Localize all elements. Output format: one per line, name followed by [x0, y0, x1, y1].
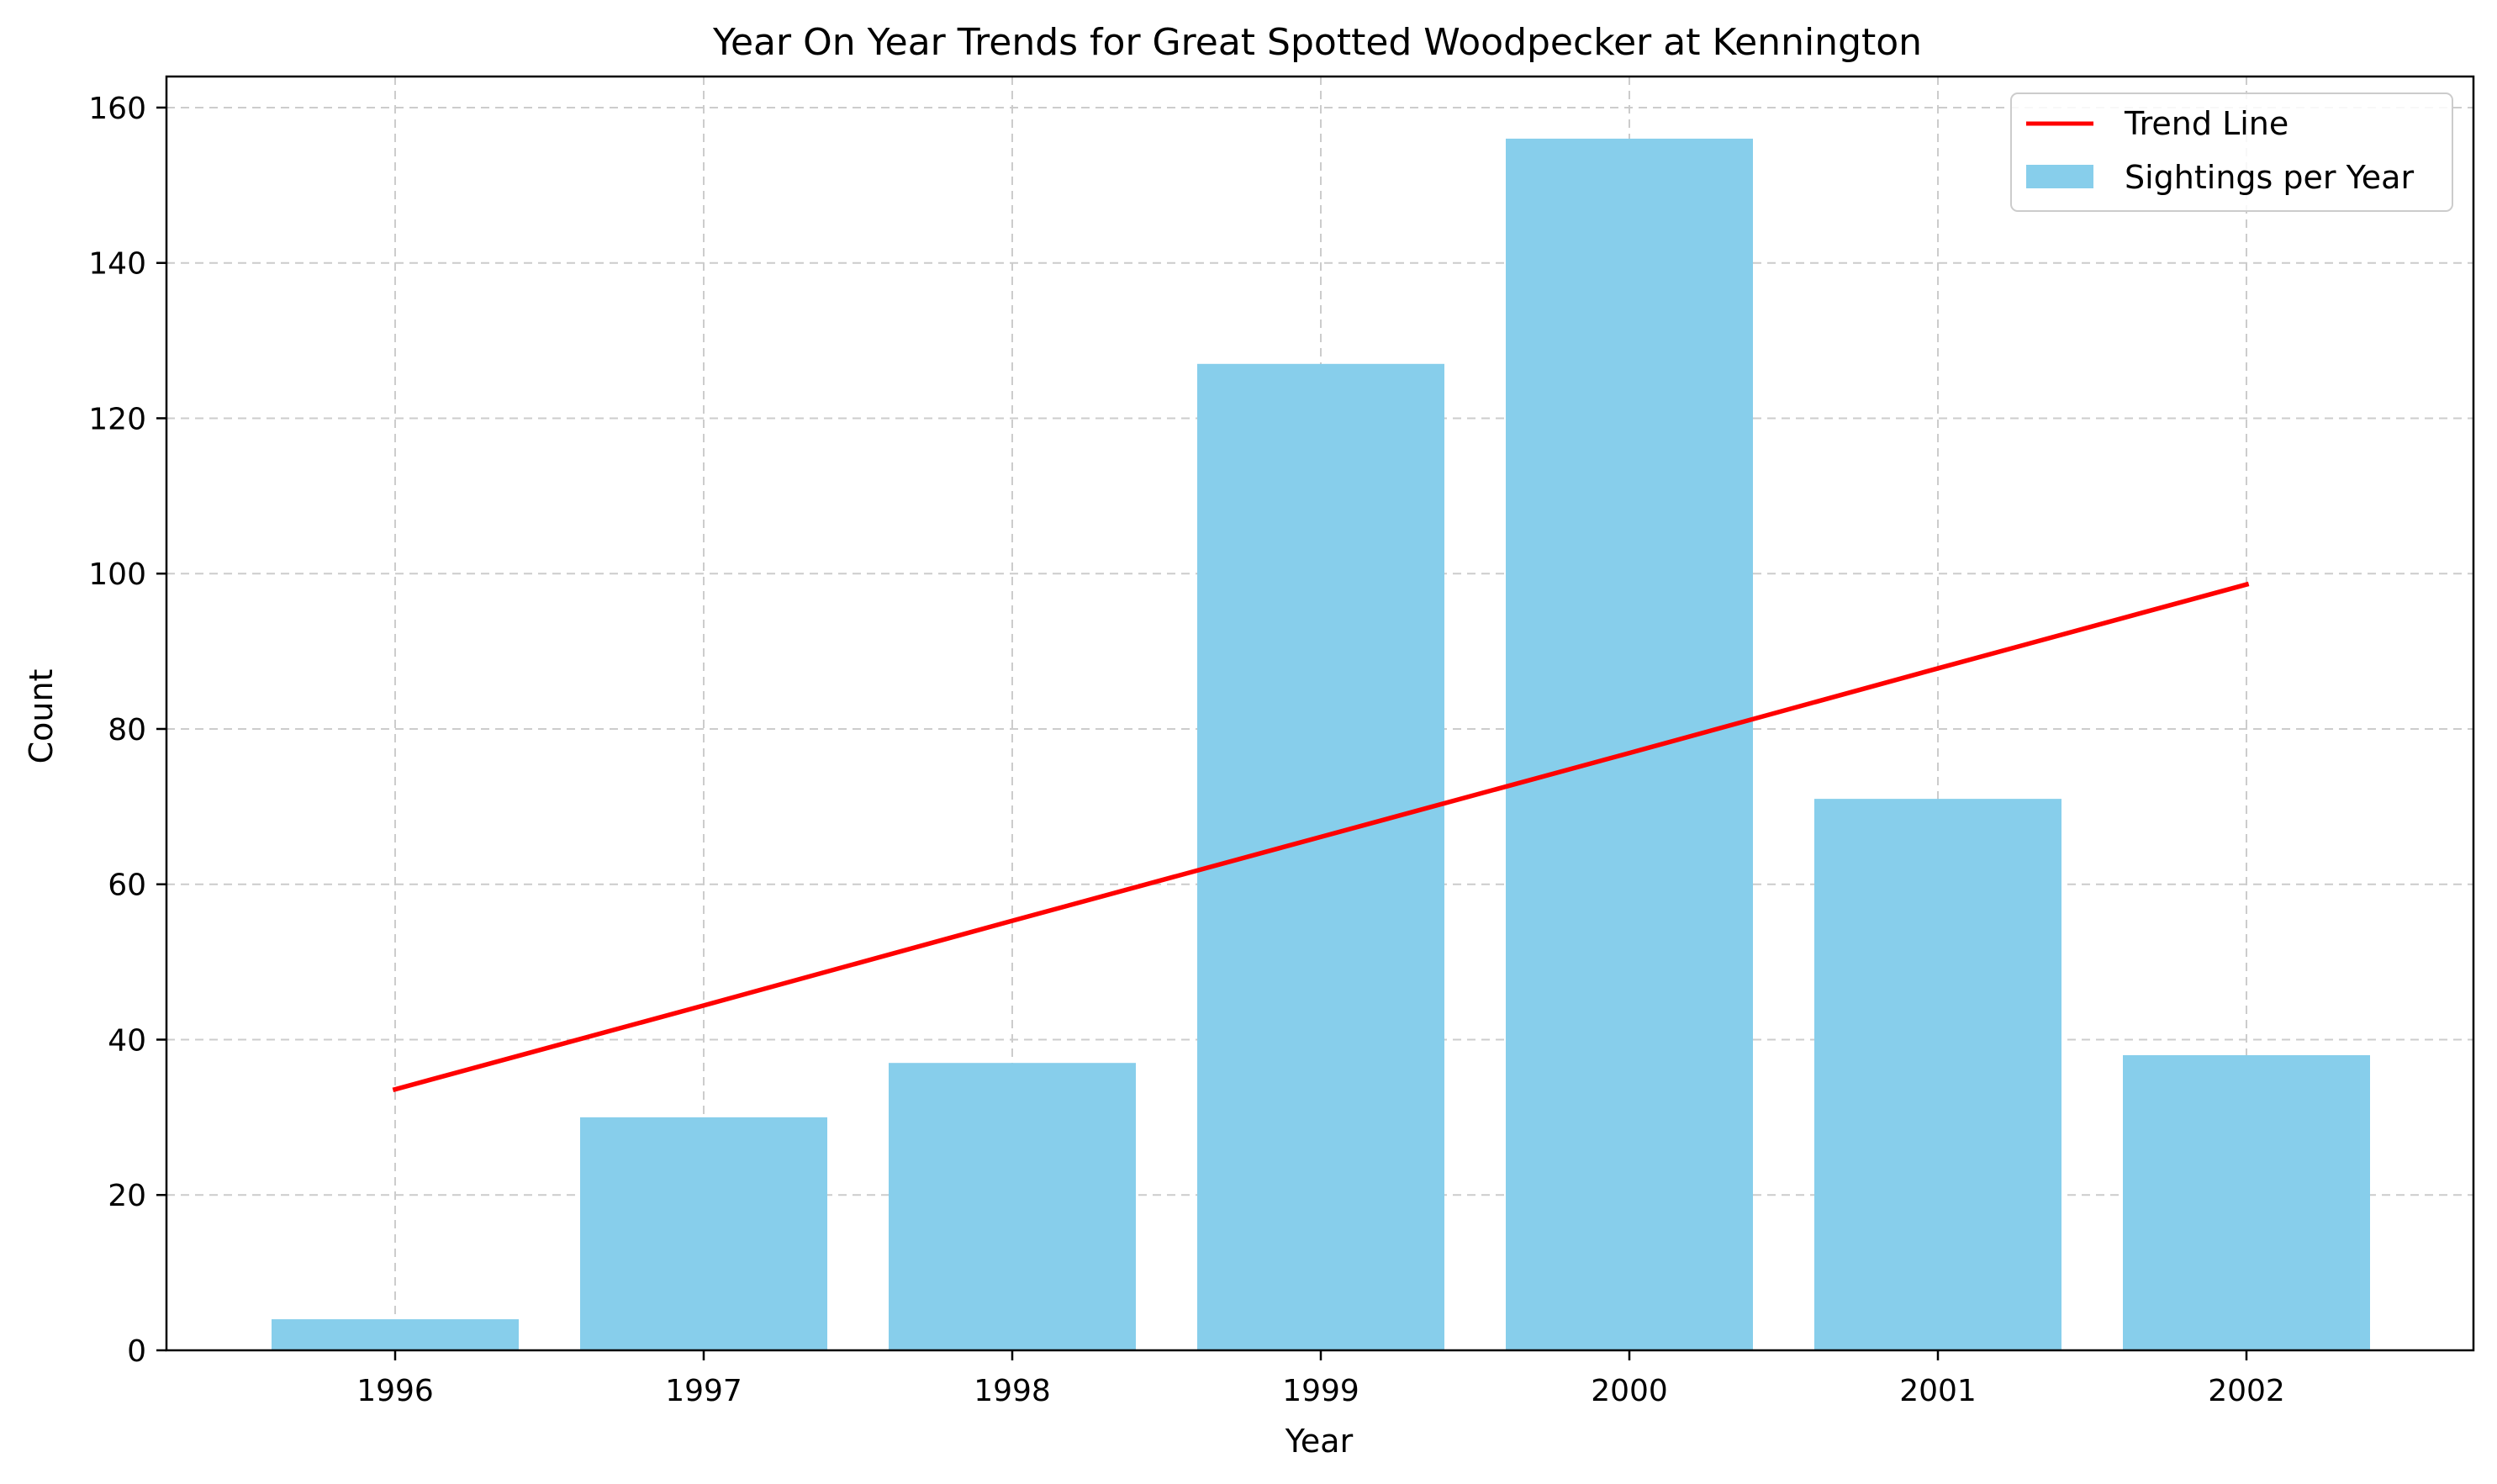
y-tick-label: 40 [108, 1023, 146, 1058]
x-tick-label: 1996 [356, 1374, 434, 1408]
legend-frame [2010, 92, 2453, 212]
bars [272, 138, 2370, 1350]
chart-title: Year On Year Trends for Great Spotted Wo… [712, 21, 1922, 64]
trend-line-layer [392, 581, 2250, 1092]
y-tick-label: 140 [88, 247, 146, 282]
x-tick-label: 2000 [1591, 1374, 1668, 1408]
y-tick-label: 100 [88, 557, 146, 592]
bar-1997 [580, 1117, 827, 1350]
x-tick-label: 1997 [665, 1374, 742, 1408]
y-tick-label: 0 [127, 1334, 146, 1369]
trend-line [392, 581, 2250, 1092]
x-tick-label: 1999 [1282, 1374, 1359, 1408]
bar-2000 [1506, 138, 1753, 1350]
bar-1996 [272, 1319, 519, 1350]
x-tick-label: 2002 [2208, 1374, 2285, 1408]
x-axis: 1996 1997 1998 1999 2000 2001 2002 [356, 1350, 2285, 1408]
bar-2002 [2123, 1054, 2370, 1350]
y-tick-label: 60 [108, 869, 146, 903]
y-tick-label: 20 [108, 1179, 146, 1213]
legend-swatch-sightings [2026, 165, 2093, 188]
y-axis: 0 20 40 60 80 100 120 140 160 [88, 92, 166, 1369]
bar-2001 [1814, 799, 2061, 1350]
bar-1998 [889, 1063, 1136, 1350]
x-axis-label: Year [1285, 1423, 1354, 1460]
x-tick-label: 1998 [974, 1374, 1051, 1408]
bar-1999 [1197, 363, 1444, 1350]
legend-label-sightings: Sightings per Year [2125, 159, 2414, 196]
y-tick-label: 160 [88, 92, 146, 126]
y-axis-label: Count [23, 669, 60, 764]
legend: Trend Line Sightings per Year [2010, 92, 2453, 212]
legend-label-trend-line: Trend Line [2124, 105, 2288, 142]
x-tick-label: 2001 [1899, 1374, 1977, 1408]
y-tick-label: 80 [108, 713, 146, 747]
y-tick-label: 120 [88, 402, 146, 436]
